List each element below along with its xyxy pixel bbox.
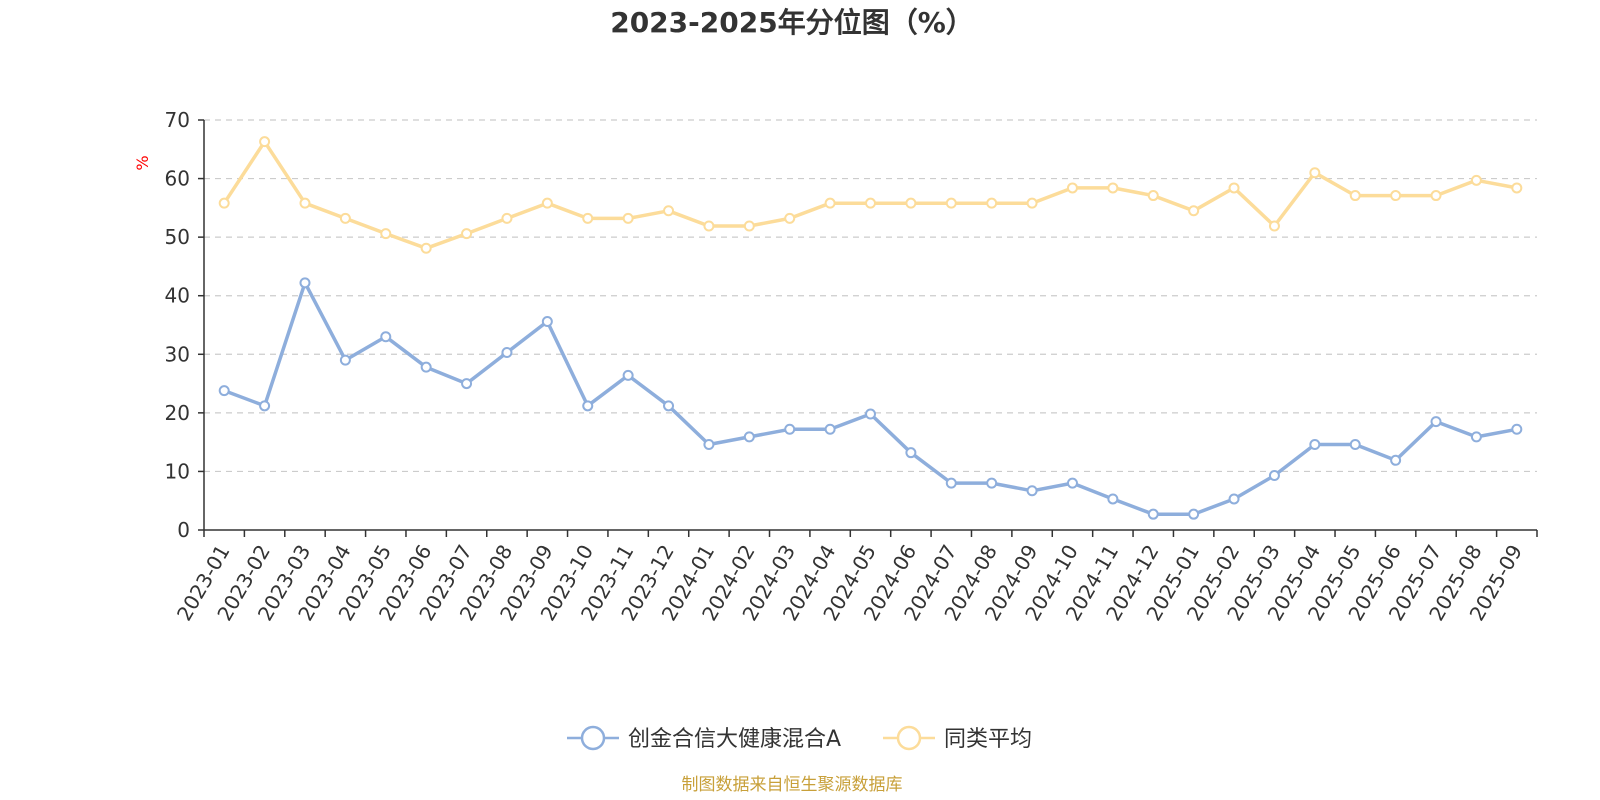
axes — [198, 119, 1538, 537]
x-tick-labels: 2023-012023-022023-032023-042023-052023-… — [172, 540, 1527, 624]
series-0-point-2023-03 — [299, 277, 311, 289]
series-0-point-2023-04 — [339, 354, 351, 366]
series-0-point-2023-07 — [461, 378, 473, 390]
series-1-point-2025-04 — [1309, 167, 1321, 179]
y-tick-label-30: 30 — [165, 342, 190, 366]
series-0-point-2023-02 — [259, 400, 271, 412]
series-1-point-2024-11 — [1107, 182, 1119, 194]
chart-title: 2023-2025年分位图（%） — [610, 6, 974, 39]
series-1-point-2025-09 — [1511, 182, 1523, 194]
y-tick-label-50: 50 — [165, 225, 190, 249]
gridlines — [204, 119, 1537, 473]
series-1-point-2024-09 — [1026, 197, 1038, 209]
series-0-point-2025-06 — [1390, 454, 1402, 466]
series-1-point-2025-07 — [1430, 190, 1442, 202]
series-line-0 — [223, 281, 1518, 516]
series-1-point-2025-02 — [1228, 182, 1240, 194]
y-axis-unit: % — [133, 155, 152, 170]
series-1-point-2023-11 — [622, 212, 634, 224]
series-1-point-2024-04 — [824, 197, 836, 209]
y-tick-label-0: 0 — [177, 518, 190, 542]
legend-label-1: 同类平均 — [944, 727, 1032, 752]
series-0-point-2024-10 — [1066, 477, 1078, 489]
y-tick-label-70: 70 — [165, 108, 190, 132]
series-0-point-2024-12 — [1147, 508, 1159, 520]
series-1-point-2024-06 — [905, 197, 917, 209]
series-1-point-2025-08 — [1470, 174, 1482, 186]
series-0-point-2025-02 — [1228, 493, 1240, 505]
series-1-point-2023-03 — [299, 197, 311, 209]
series-0-point-2024-04 — [824, 423, 836, 435]
y-tick-label-10: 10 — [165, 459, 190, 483]
series-0-point-2025-07 — [1430, 416, 1442, 428]
legend-label-0: 创金合信大健康混合A — [628, 727, 841, 752]
series-1-point-2023-01 — [218, 197, 230, 209]
series-0-point-2024-06 — [905, 447, 917, 459]
series-1-point-2024-03 — [784, 212, 796, 224]
series-1-point-2023-12 — [663, 205, 675, 217]
series-1-point-2023-04 — [339, 212, 351, 224]
series-0-point-2023-09 — [541, 315, 553, 327]
series-1-point-2024-12 — [1147, 190, 1159, 202]
legend-marker-0 — [580, 725, 606, 751]
series-0-point-2023-11 — [622, 369, 634, 381]
series-0-point-2023-06 — [420, 361, 432, 373]
series-1-point-2024-02 — [743, 220, 755, 232]
legend: 创金合信大健康混合A 同类平均 — [567, 725, 1032, 752]
series-0-point-2024-01 — [703, 438, 715, 450]
series-0-point-2023-08 — [501, 347, 513, 359]
series-lines — [218, 136, 1523, 520]
series-0-point-2023-05 — [380, 331, 392, 343]
series-0-point-2024-09 — [1026, 485, 1038, 497]
series-0-point-2025-01 — [1188, 508, 1200, 520]
series-1-point-2023-07 — [461, 228, 473, 240]
series-0-point-2025-08 — [1470, 431, 1482, 443]
y-tick-label-40: 40 — [165, 284, 190, 308]
series-0-point-2023-01 — [218, 385, 230, 397]
series-1-point-2025-03 — [1268, 220, 1280, 232]
y-tick-label-20: 20 — [165, 401, 190, 425]
series-1-point-2023-09 — [541, 197, 553, 209]
y-tick-label-60: 60 — [165, 167, 190, 191]
series-1-point-2025-01 — [1188, 205, 1200, 217]
series-1-point-2024-07 — [945, 197, 957, 209]
series-0-point-2024-05 — [865, 408, 876, 420]
series-1-point-2024-10 — [1066, 182, 1078, 194]
series-0-point-2025-03 — [1268, 470, 1280, 482]
series-0-point-2024-02 — [743, 431, 755, 443]
series-0-point-2023-10 — [582, 400, 594, 412]
series-0-point-2025-04 — [1309, 438, 1321, 450]
series-0-point-2025-05 — [1349, 438, 1361, 450]
series-1-point-2024-01 — [703, 220, 715, 232]
series-line-1 — [222, 139, 1518, 251]
series-0-point-2023-12 — [663, 400, 675, 412]
series-1-point-2024-08 — [986, 197, 998, 209]
series-1-point-2023-10 — [582, 212, 594, 224]
series-0-point-2025-09 — [1511, 423, 1523, 435]
series-0-point-2024-07 — [945, 477, 957, 489]
series-1-point-2023-05 — [380, 228, 392, 240]
series-1-point-2023-08 — [501, 212, 513, 224]
series-1-point-2024-05 — [865, 197, 876, 209]
series-0-point-2024-08 — [986, 477, 998, 489]
series-0-point-2024-11 — [1107, 493, 1119, 505]
series-1-point-2023-06 — [420, 242, 432, 254]
data-source-note: 制图数据来自恒生聚源数据库 — [682, 775, 903, 795]
series-1-point-2025-05 — [1349, 190, 1361, 202]
legend-marker-1 — [896, 725, 922, 751]
series-1-point-2023-02 — [259, 136, 271, 148]
y-tick-labels: 0 10 20 30 40 50 60 70 — [165, 108, 190, 542]
series-1-point-2025-06 — [1390, 190, 1402, 202]
series-0-point-2024-03 — [784, 423, 796, 435]
